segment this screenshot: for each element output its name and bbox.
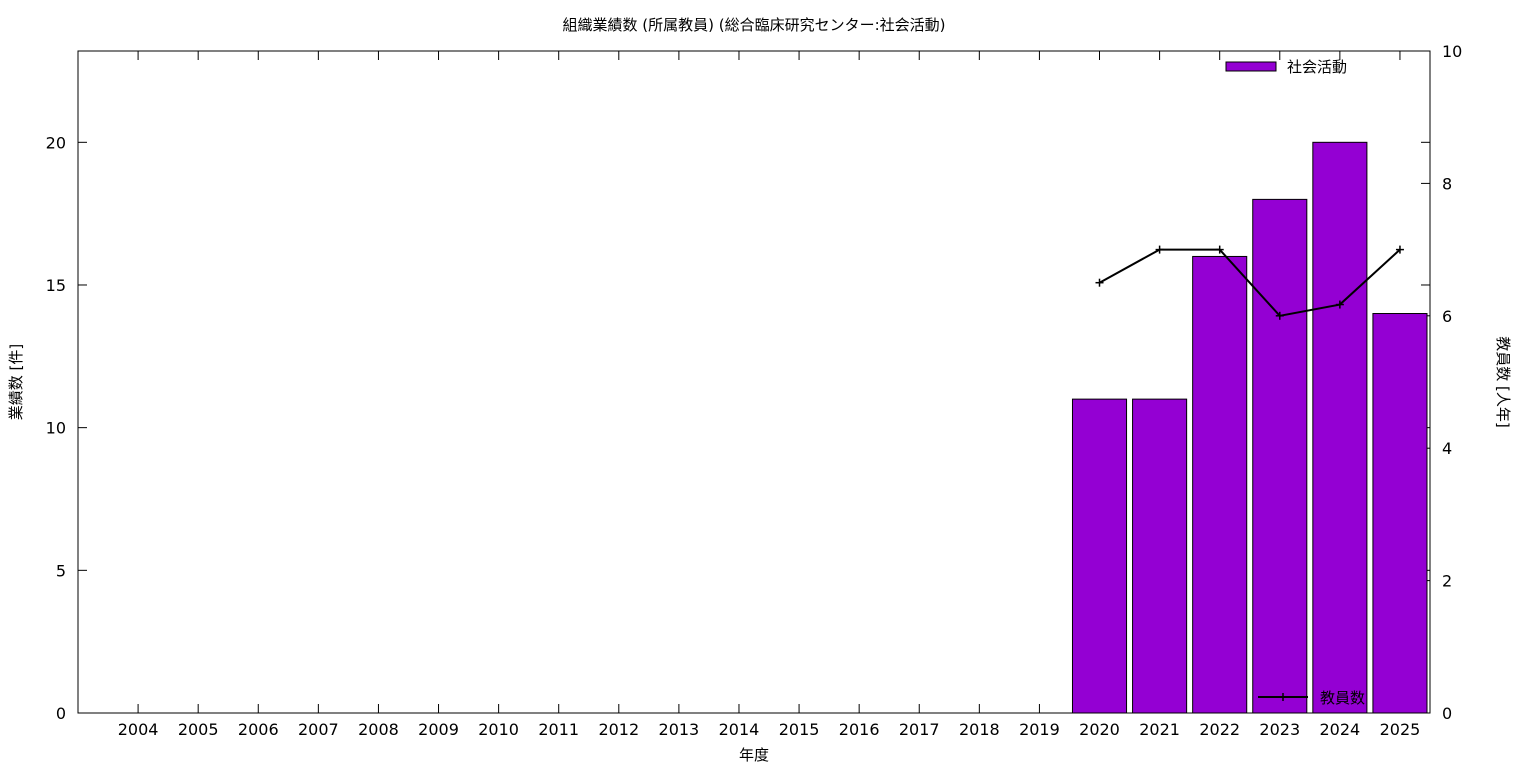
x-tick-label: 2006	[238, 720, 279, 739]
x-tick-label: 2023	[1259, 720, 1300, 739]
x-tick-label: 2019	[1019, 720, 1060, 739]
legend-bar-label: 社会活動	[1287, 58, 1347, 76]
y-tick-label: 10	[46, 419, 66, 438]
x-tick-label: 2015	[779, 720, 820, 739]
y2-tick-label: 6	[1442, 307, 1452, 326]
y-tick-label: 20	[46, 133, 66, 152]
x-tick-label: 2017	[899, 720, 940, 739]
x-tick-label: 2025	[1380, 720, 1421, 739]
y2-tick-label: 0	[1442, 704, 1452, 723]
x-tick-label: 2009	[418, 720, 459, 739]
x-tick-label: 2011	[538, 720, 579, 739]
bar	[1071, 398, 1128, 714]
bar	[1372, 313, 1428, 714]
x-tick-label: 2024	[1320, 720, 1361, 739]
y-tick-label: 0	[56, 704, 66, 723]
plot-frame	[77, 50, 1431, 714]
y2-tick-label: 4	[1442, 439, 1452, 458]
teacher-count-line	[1095, 245, 1404, 320]
y-tick-label: 15	[46, 276, 66, 295]
x-tick-label: 2013	[659, 720, 700, 739]
line-point	[1155, 245, 1164, 254]
y2-tick-label: 2	[1442, 572, 1452, 591]
y-tick-label: 5	[56, 561, 66, 580]
x-tick-label: 2010	[478, 720, 519, 739]
line-point	[1095, 278, 1104, 287]
line-point	[1215, 245, 1224, 254]
x-tick-label: 2021	[1139, 720, 1180, 739]
x-tick-label: 2004	[118, 720, 159, 739]
x-tick-label: 2020	[1079, 720, 1120, 739]
line-point	[1335, 300, 1344, 309]
x-tick-label: 2014	[719, 720, 760, 739]
chart-title: 組織業績数 (所属教員) (総合臨床研究センター:社会活動)	[562, 16, 945, 34]
x-tick-label: 2022	[1199, 720, 1240, 739]
bar	[1132, 398, 1188, 714]
tick-labels: 0 5 10 15 20 0 2 4 6 8 10 2004 2005 2006 2007 2008 2009 2…	[46, 42, 1463, 739]
x-tick-label: 2007	[298, 720, 339, 739]
x-tick-label: 2005	[178, 720, 219, 739]
line-point	[1275, 311, 1284, 320]
bar	[1192, 255, 1248, 714]
legend-bar-entry: 社会活動	[1225, 58, 1347, 76]
x-axis-label: 年度	[739, 746, 769, 764]
y2-tick-label: 8	[1442, 174, 1452, 193]
x-tick-label: 2016	[839, 720, 880, 739]
y2-tick-label: 10	[1442, 42, 1462, 61]
x-tick-label: 2008	[358, 720, 399, 739]
bar	[1312, 141, 1368, 714]
x-tick-label: 2012	[598, 720, 639, 739]
y2-axis-label: 教員数 [人年]	[1494, 336, 1512, 427]
legend-line-entry: 教員数	[1258, 689, 1365, 707]
bars	[1071, 141, 1428, 714]
legend-line-label: 教員数	[1320, 689, 1365, 707]
y-axis-label: 業績数 [件]	[7, 344, 25, 420]
line-point	[1395, 245, 1404, 254]
bar	[1252, 198, 1308, 714]
legend-bar-swatch	[1225, 61, 1277, 72]
x-tick-label: 2018	[959, 720, 1000, 739]
teacher-count-polyline	[1099, 248, 1401, 317]
